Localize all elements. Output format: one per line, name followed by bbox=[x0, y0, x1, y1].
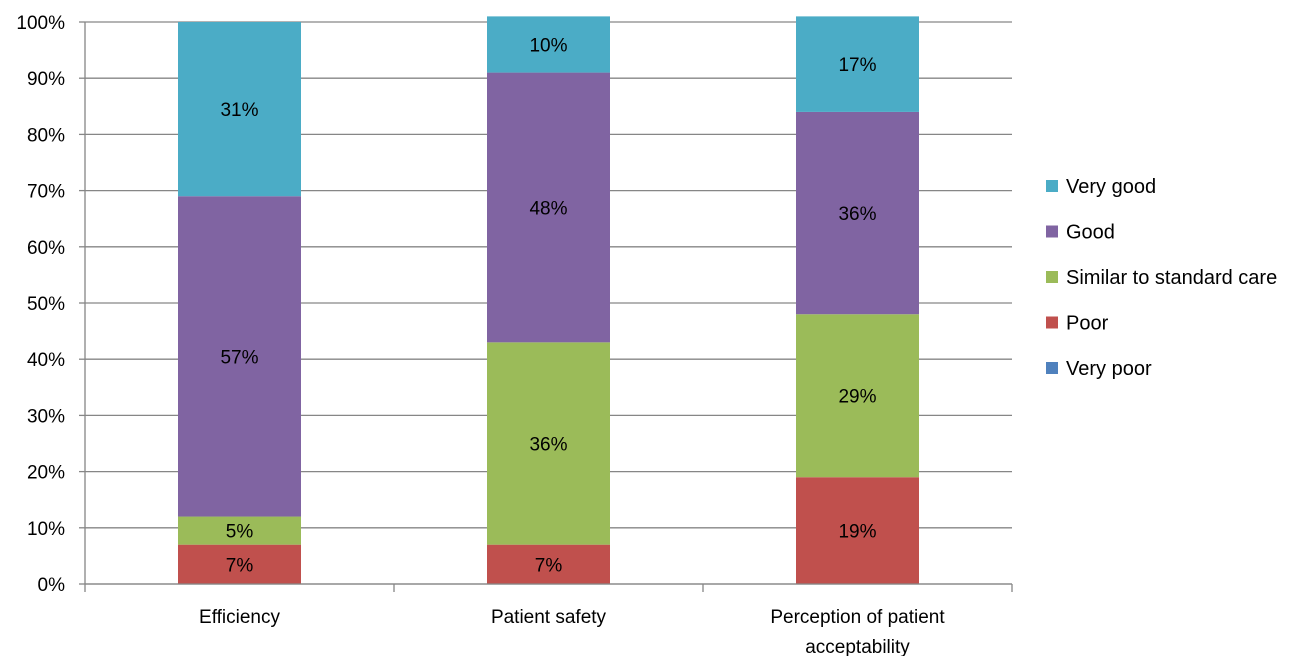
bar-segment-similar-to-standard-care bbox=[487, 342, 610, 545]
y-tick-label: 40% bbox=[27, 350, 65, 371]
legend-swatch-very-good bbox=[1046, 180, 1058, 192]
legend-swatch-very-poor bbox=[1046, 362, 1058, 374]
legend: Very good Good Similar to standard care Poo… bbox=[1046, 176, 1277, 380]
bar-segment-good bbox=[796, 111, 919, 315]
legend-swatch-poor bbox=[1046, 316, 1058, 329]
bar-segment-good bbox=[487, 72, 610, 343]
bar-segment-poor bbox=[796, 477, 919, 584]
y-tick-label: 90% bbox=[27, 69, 65, 90]
legend-label-good: Good bbox=[1066, 222, 1115, 244]
legend-label-very-poor: Very poor bbox=[1066, 358, 1152, 380]
y-tick-label: 50% bbox=[27, 294, 65, 315]
data-label: 7% bbox=[226, 555, 254, 576]
bar-segment-very-good bbox=[487, 16, 610, 73]
data-label: 17% bbox=[838, 55, 876, 76]
bar-segment-poor bbox=[487, 544, 610, 584]
legend-label-very-good: Very good bbox=[1066, 176, 1156, 198]
legend-swatch-good bbox=[1046, 225, 1058, 238]
bars bbox=[178, 16, 919, 584]
y-tick-label: 30% bbox=[27, 406, 65, 427]
data-label: 31% bbox=[220, 100, 258, 121]
data-label: 5% bbox=[226, 522, 254, 543]
data-label: 7% bbox=[535, 555, 563, 576]
x-category-label: Patient safety bbox=[491, 607, 607, 628]
y-tick-label: 80% bbox=[27, 125, 65, 146]
data-label: 48% bbox=[529, 198, 567, 219]
data-label: 10% bbox=[529, 35, 567, 56]
y-tick-label: 70% bbox=[27, 182, 65, 203]
bar-segment-similar-to-standard-care bbox=[796, 314, 919, 478]
y-tick-label: 60% bbox=[27, 238, 65, 259]
legend-swatch-similar-to-standard-care bbox=[1046, 271, 1058, 283]
bar-segment-good bbox=[178, 196, 301, 517]
y-tick-label: 10% bbox=[27, 519, 65, 540]
bar-segment-poor bbox=[178, 544, 301, 584]
data-label: 36% bbox=[838, 204, 876, 225]
data-label: 57% bbox=[220, 347, 258, 368]
bar-segment-very-good bbox=[178, 22, 301, 197]
x-category-label: Efficiency bbox=[199, 607, 280, 628]
y-tick-label: 20% bbox=[27, 463, 65, 484]
axes: 0% 10% 20% 30% 40% 50% 60% 70% 80% 90% 100% Efficie… bbox=[16, 13, 1013, 656]
x-category-label: Perception of patient acceptability bbox=[770, 607, 945, 656]
data-label: 36% bbox=[529, 435, 567, 456]
legend-label-similar-to-standard-care: Similar to standard care bbox=[1066, 267, 1277, 289]
bar-segment-similar-to-standard-care bbox=[178, 516, 301, 545]
data-label: 29% bbox=[838, 387, 876, 408]
legend-label-poor: Poor bbox=[1066, 313, 1109, 335]
data-labels: 7% 5% 57% 31% 7% 36% 48% 10% 19% 29% 36% 17% bbox=[220, 35, 876, 576]
bar-segment-very-good bbox=[796, 16, 919, 112]
y-tick-label: 100% bbox=[16, 13, 65, 34]
y-tick-label: 0% bbox=[38, 575, 66, 596]
data-label: 19% bbox=[838, 522, 876, 543]
